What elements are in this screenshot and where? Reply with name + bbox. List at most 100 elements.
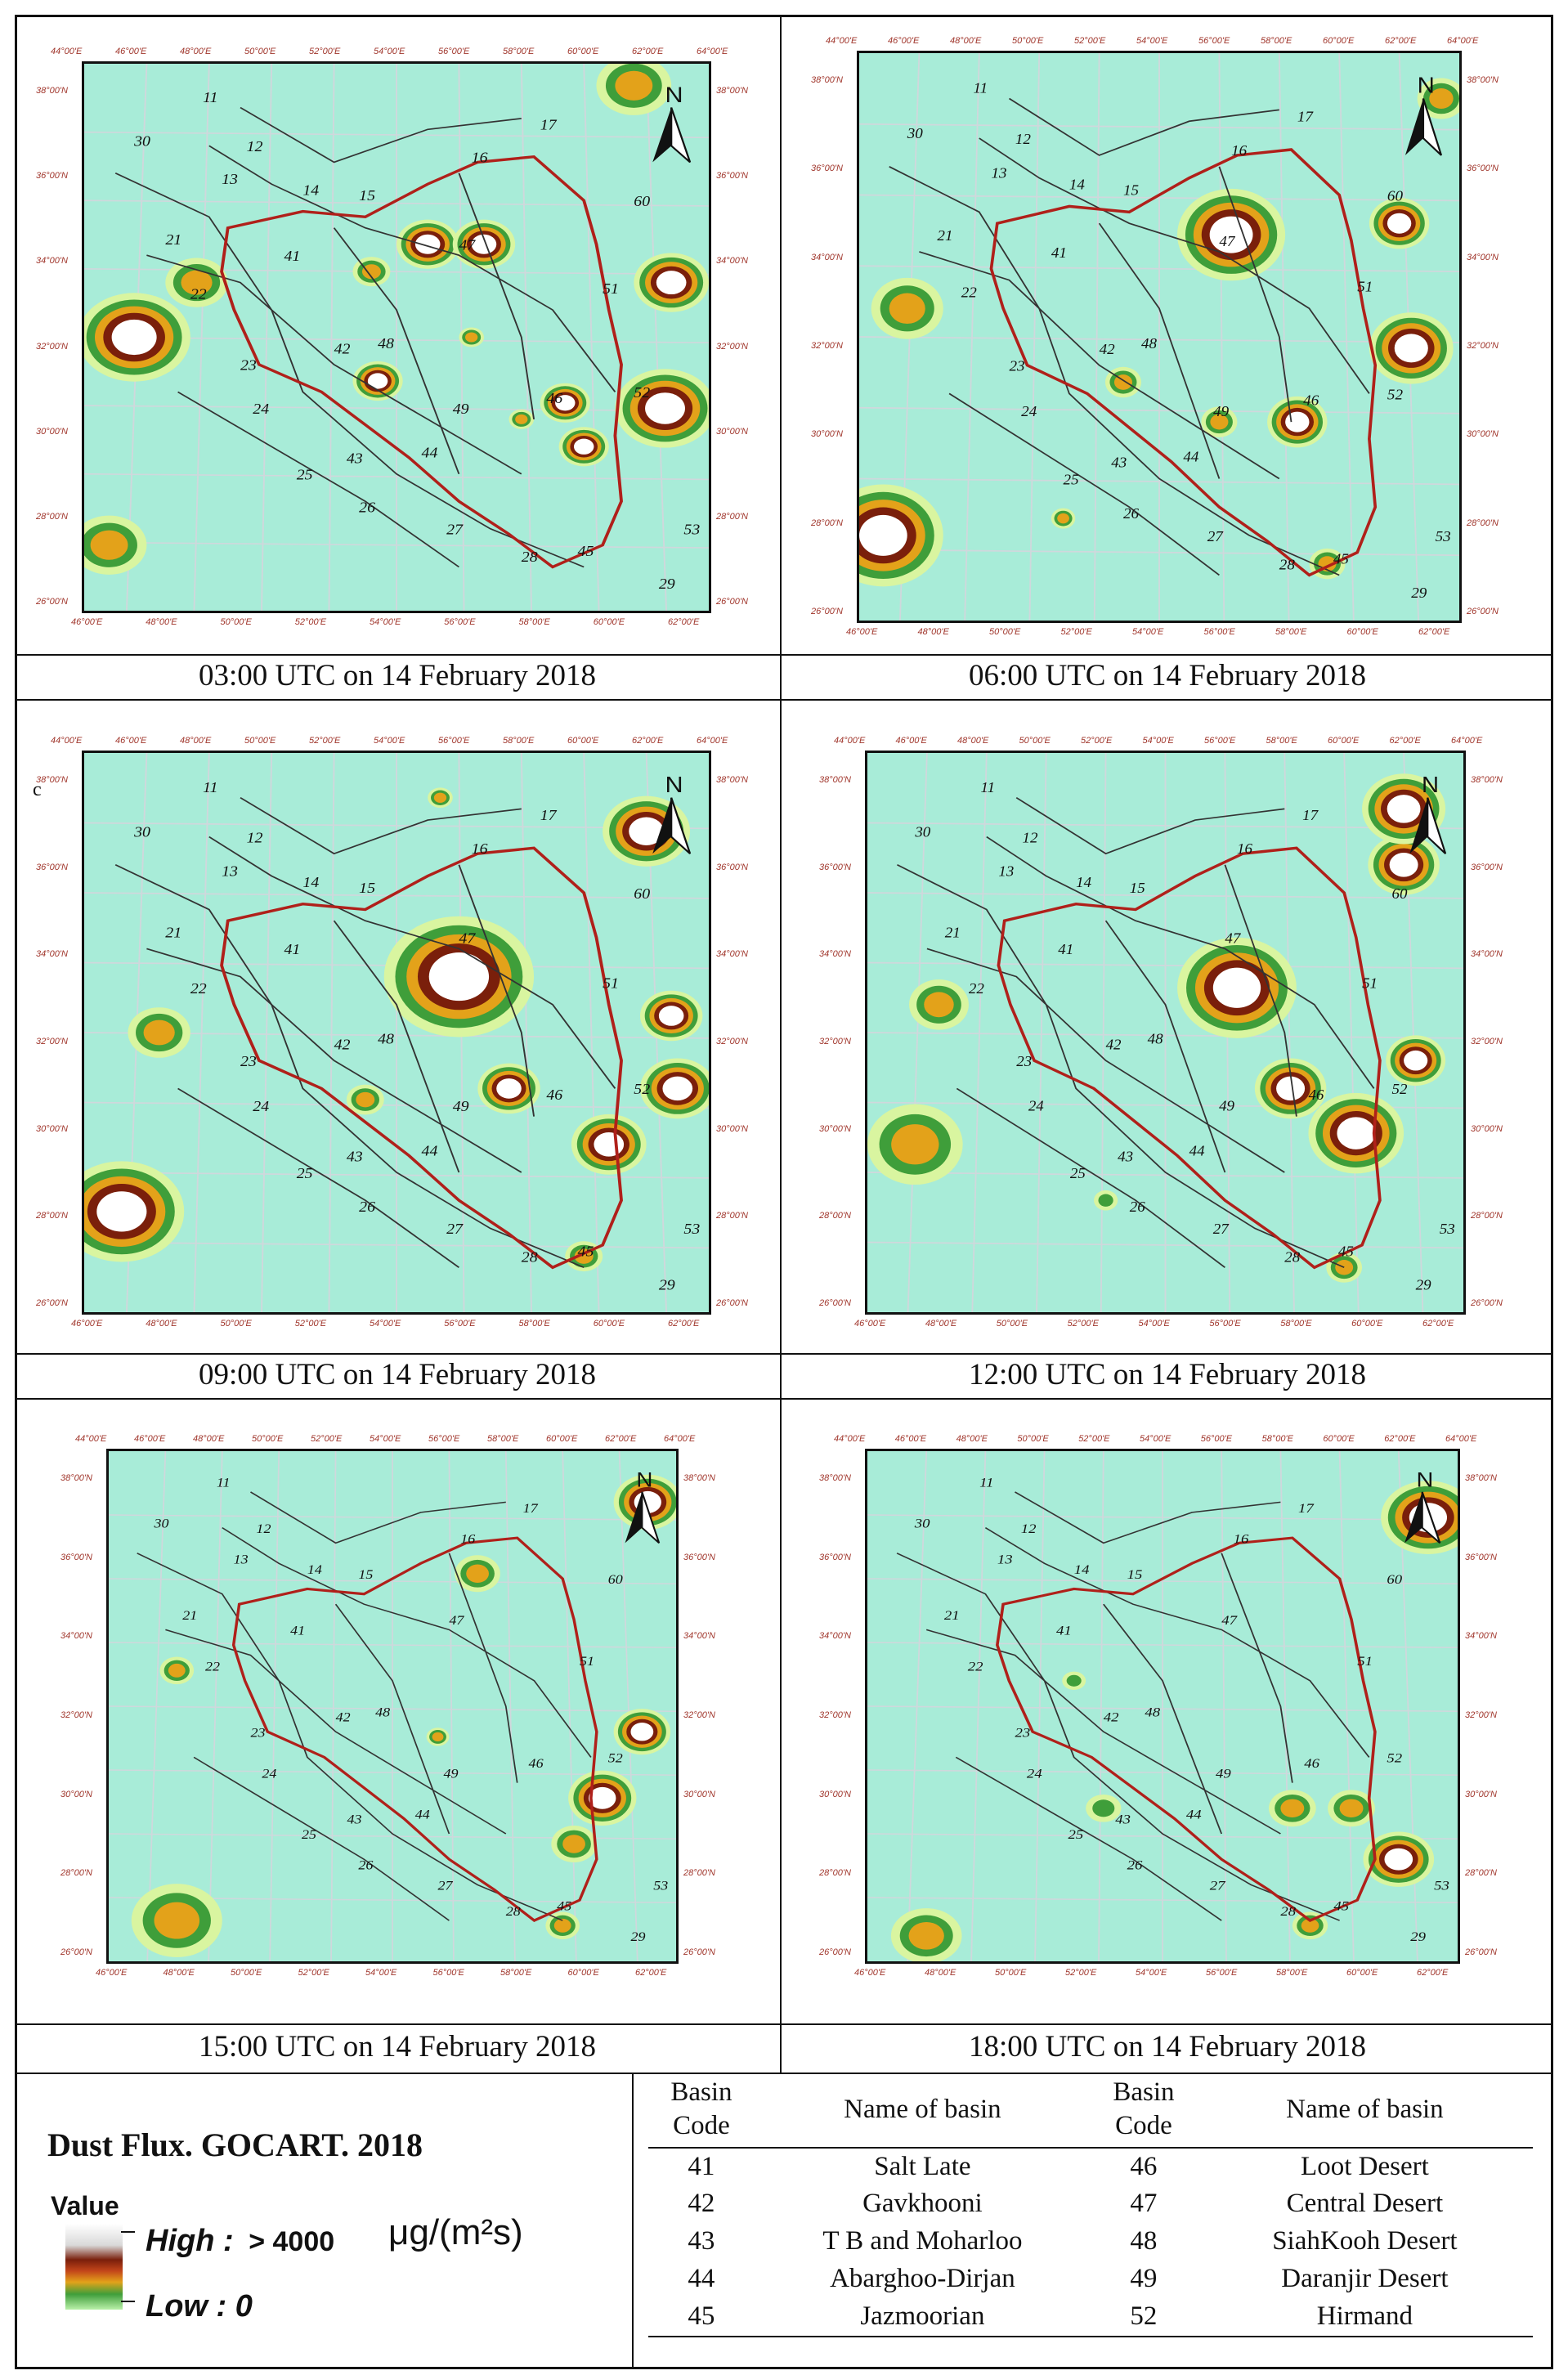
dust-hotspot [128,1007,190,1058]
latitude-tick-label: 36°00'N [1465,1552,1497,1562]
longitude-tick-label: 52°00'E [1078,1434,1110,1444]
legend-high-label: High : > 4000 [146,2224,335,2258]
longitude-tick-label: 52°00'E [1081,736,1113,746]
latitude-tick-label: 38°00'N [1465,1473,1497,1483]
basin-label: 15 [1130,881,1145,896]
latitude-tick-label: 38°00'N [60,1473,92,1483]
basin-label: 26 [1123,506,1140,522]
basin-label: 41 [284,942,300,958]
longitude-tick-label: 46°00'E [115,47,147,56]
longitude-tick-label: 60°00'E [593,1319,625,1329]
north-arrow-icon: N [1404,1468,1441,1544]
basin-label: 41 [1056,1623,1072,1638]
basin-label: 30 [133,133,151,150]
longitude-tick-label: 60°00'E [593,617,625,627]
dust-hotspot [1254,1058,1327,1119]
basin-label: 46 [546,391,563,407]
dust-hotspot [613,1709,671,1755]
basin-label: 44 [1183,449,1198,465]
basin-label: 48 [378,1032,394,1048]
basin-label: 46 [1308,1087,1324,1103]
basin-label: 60 [1387,1571,1402,1586]
basin-label: 23 [240,1054,257,1070]
grid-divider-5 [15,2023,1553,2025]
basin-label: 13 [222,172,238,188]
grid-divider-vertical-top [780,15,782,2073]
longitude-tick-label: 62°00'E [1384,1434,1416,1444]
longitude-tick-label: 58°00'E [503,47,535,56]
basin-label: 30 [153,1516,169,1530]
longitude-tick-label: 64°00'E [1445,1434,1477,1444]
basin-label: 28 [506,1904,521,1919]
longitude-tick-label: 64°00'E [697,47,728,56]
longitude-tick-label: 46°00'E [134,1434,166,1444]
basin-label: 49 [1213,404,1229,420]
basin-label: 22 [969,981,984,997]
latitude-tick-label: 32°00'N [1471,1037,1503,1046]
latitude-tick-label: 36°00'N [60,1552,92,1562]
table-row: 44 Abarghoo-Dirjan 49 Daranjir Desert [648,2261,1533,2298]
longitude-tick-label: 44°00'E [834,736,866,746]
latitude-tick-label: 28°00'N [811,518,843,528]
basin-label: 45 [578,544,594,560]
basin-label: 45 [1338,1244,1354,1259]
dust-hotspot [551,1826,597,1862]
latitude-tick-label: 26°00'N [60,1947,92,1957]
dust-hotspot [1328,1790,1375,1827]
basin-label: 52 [634,385,650,401]
longitude-tick-label: 50°00'E [220,1319,252,1329]
longitude-tick-label: 62°00'E [1417,1968,1449,1978]
longitude-tick-label: 46°00'E [71,1319,103,1329]
basin-label: 22 [205,1659,220,1674]
basin-label: 51 [1357,279,1373,295]
latitude-tick-label: 34°00'N [36,949,68,960]
dust-hotspot [477,1063,540,1114]
latitude-tick-label: 32°00'N [683,1710,715,1720]
basin-label: 26 [358,1857,373,1872]
longitude-tick-label: 58°00'E [503,736,535,746]
north-arrow-icon: N [625,1468,661,1544]
basin-label: 24 [1028,1098,1044,1114]
basin-label: 17 [523,1501,540,1516]
basin-label: 49 [453,1099,469,1115]
basin-label: 47 [1225,930,1241,946]
dust-hotspot [452,219,516,269]
basin-label: 26 [359,1199,375,1216]
basin-label: 17 [540,808,558,824]
latitude-tick-label: 26°00'N [1465,1947,1497,1957]
north-arrow-icon: N [1404,73,1443,156]
basin-label: 12 [1021,1521,1037,1535]
basin-label: 53 [1440,1221,1455,1237]
latitude-tick-label: 38°00'N [819,1473,851,1483]
dust-hotspot [383,916,535,1037]
dust-hotspot [545,1911,580,1940]
basin-label: 23 [1015,1725,1031,1740]
longitude-tick-label: 54°00'E [1136,36,1168,46]
dust-hotspot [131,1884,222,1958]
latitude-tick-label: 30°00'N [819,1123,851,1134]
latitude-tick-label: 38°00'N [811,75,843,85]
longitude-tick-label: 54°00'E [374,736,405,746]
basin-label: 52 [1392,1082,1408,1097]
latitude-tick-label: 30°00'N [36,1123,68,1134]
longitude-tick-label: 56°00'E [1204,736,1236,746]
longitude-tick-label: 60°00'E [1351,1319,1383,1329]
basin-label: 45 [1333,1898,1349,1913]
basin-label: 16 [1231,142,1248,159]
basin-label: 42 [334,1037,351,1053]
cell: 49 [1130,2264,1158,2294]
cell: Daranjir Desert [1281,2264,1449,2294]
longitude-tick-label: 50°00'E [989,627,1021,637]
basin-label: 41 [1051,244,1067,261]
dust-flux-map-5: 11 30 12 13 14 15 16 17 60 21 41 47 51 22 48 42 23 24 49 46… [106,1449,679,1964]
dust-hotspot [634,253,709,312]
latitude-tick-label: 28°00'N [683,1868,715,1879]
dust-hotspot [1177,937,1297,1038]
dust-hotspot [1292,1911,1328,1940]
basin-table-header: Basin Code Name of basin Basin Code Name… [648,2073,1533,2149]
basin-label: 28 [1280,1903,1296,1918]
latitude-tick-label: 38°00'N [1471,775,1503,785]
basin-label: 48 [375,1705,390,1719]
longitude-tick-label: 56°00'E [438,47,470,56]
longitude-tick-label: 58°00'E [518,617,550,627]
